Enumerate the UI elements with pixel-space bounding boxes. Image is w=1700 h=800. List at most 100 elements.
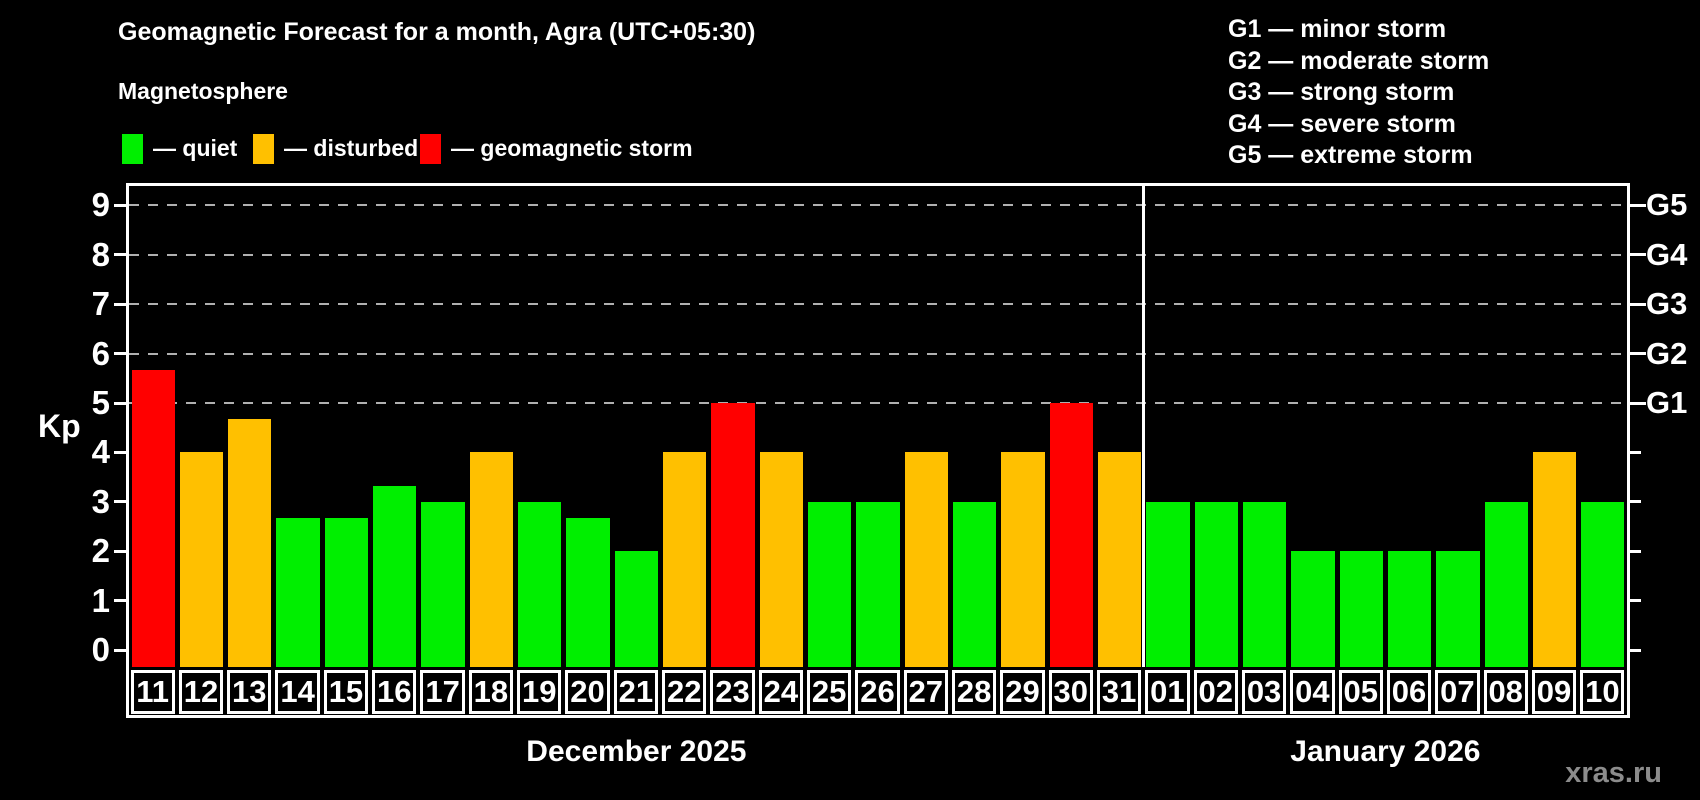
left-tick-5: [114, 401, 126, 405]
right-gtick-G2: [1630, 352, 1646, 356]
left-tick-label-0: 0: [91, 631, 110, 668]
right-gtick-G4: [1630, 253, 1646, 257]
month-separator: [1142, 185, 1146, 667]
date-cell-13: 13: [227, 670, 272, 714]
kp-bar-day-16: [373, 485, 417, 667]
date-cell-20: 20: [565, 670, 610, 714]
date-cell-23: 23: [710, 670, 755, 714]
legend-label-disturbed: — disturbed: [284, 135, 419, 161]
right-axis-label-G4: G4: [1646, 236, 1688, 272]
left-tick-label-3: 3: [91, 482, 110, 520]
left-tick-2: [114, 549, 126, 553]
right-tick-3: [1630, 500, 1641, 504]
g-legend-line-g2: G2 — moderate storm: [1228, 46, 1490, 75]
kp-bar-day-28: [952, 501, 997, 667]
date-cell-10: 10: [1580, 670, 1625, 714]
page-title: Geomagnetic Forecast for a month, Agra (…: [118, 18, 756, 46]
kp-bar-day-14: [276, 518, 320, 667]
gridline-kp8: [129, 253, 1627, 256]
kp-bar-day-23: [711, 403, 755, 667]
kp-bar-day-19: [518, 501, 562, 667]
kp-bar-day-15: [324, 518, 369, 667]
legend-item-disturbed: — disturbed: [253, 133, 418, 164]
legend-label-quiet: — quiet: [153, 135, 238, 161]
date-cell-21: 21: [613, 670, 659, 714]
kp-bar-day-12: [179, 452, 224, 667]
kp-bar-day-01: [1146, 501, 1190, 667]
left-tick-label-9: 9: [91, 186, 110, 224]
legend-label-storm: — geomagnetic storm: [451, 135, 693, 161]
left-tick-label-7: 7: [91, 285, 110, 323]
right-tick-6: [1630, 352, 1641, 356]
gridline-kp9: [129, 204, 1627, 207]
date-cell-01: 01: [1145, 670, 1190, 714]
right-gtick-G3: [1630, 302, 1646, 306]
y-axis-label-kp: Kp: [38, 407, 81, 444]
kp-bar-day-21: [614, 551, 659, 667]
right-gtick-G1: [1630, 401, 1646, 405]
left-tick-label-2: 2: [91, 532, 110, 570]
left-tick-8: [114, 253, 126, 257]
g-legend-line-g3: G3 — strong storm: [1228, 78, 1455, 106]
date-cell-27: 27: [903, 670, 948, 714]
gridline-kp6: [129, 352, 1627, 355]
kp-bar-day-31: [1097, 452, 1142, 667]
right-axis-label-G3: G3: [1646, 286, 1688, 322]
right-tick-9: [1630, 203, 1641, 207]
kp-bar-day-04: [1291, 551, 1335, 667]
left-tick-label-6: 6: [91, 334, 110, 372]
kp-bar-day-17: [421, 501, 465, 667]
right-gtick-G5: [1630, 203, 1646, 207]
kp-bar-day-24: [759, 452, 803, 667]
right-axis-label-G1: G1: [1646, 385, 1688, 420]
left-tick-label-1: 1: [91, 581, 110, 619]
right-tick-4: [1630, 450, 1641, 454]
date-cell-17: 17: [420, 670, 465, 714]
date-cell-18: 18: [468, 670, 514, 714]
subtitle-magnetosphere: Magnetosphere: [118, 78, 288, 104]
watermark-xras: xras.ru: [1565, 757, 1662, 789]
date-axis-row: 11 12 13 14 15 16 17 18 19 20 21 22 23 24 25 26 27 28 29 30…: [129, 670, 1627, 715]
kp-bar-day-05: [1339, 551, 1383, 667]
kp-bar-day-10: [1581, 501, 1625, 667]
date-cell-03: 03: [1241, 670, 1287, 714]
kp-bar-day-18: [469, 452, 514, 667]
date-cell-09: 09: [1531, 670, 1577, 714]
left-tick-9: [114, 203, 126, 207]
date-cell-28: 28: [951, 670, 997, 714]
left-tick-7: [114, 302, 126, 306]
kp-bar-day-20: [566, 518, 610, 667]
date-cell-19: 19: [517, 670, 562, 714]
date-cell-04: 04: [1290, 670, 1335, 714]
gridline-kp7: [129, 303, 1627, 306]
right-tick-2: [1630, 549, 1641, 553]
quiet-color-swatch: [122, 133, 143, 164]
date-cell-22: 22: [662, 670, 707, 714]
plot-area: [129, 185, 1627, 667]
g-legend-line-g5: G5 — extreme storm: [1228, 141, 1473, 169]
right-tick-1: [1630, 599, 1641, 603]
date-cell-31: 31: [1096, 670, 1142, 714]
kp-bar-day-30: [1049, 403, 1093, 667]
kp-bar-day-03: [1242, 501, 1287, 667]
right-tick-8: [1630, 253, 1641, 257]
left-tick-3: [114, 500, 126, 504]
month-label-december: December 2025: [526, 735, 747, 768]
date-cell-24: 24: [758, 670, 803, 714]
g-scale-legend: G1 — minor storm G2 — moderate storm G3 …: [1228, 14, 1489, 172]
date-cell-05: 05: [1338, 670, 1383, 714]
kp-bar-day-11: [131, 369, 175, 667]
date-cell-16: 16: [372, 670, 417, 714]
date-cell-07: 07: [1435, 670, 1480, 714]
date-cell-12: 12: [178, 670, 224, 714]
date-cell-11: 11: [130, 670, 175, 714]
month-label-january: January 2026: [1290, 735, 1481, 768]
legend-item-storm: — geomagnetic storm: [420, 133, 693, 164]
date-cell-08: 08: [1483, 670, 1528, 714]
storm-color-swatch: [420, 133, 441, 164]
date-cell-29: 29: [1000, 670, 1045, 714]
bottom-baseline: [126, 715, 1630, 718]
disturbed-color-swatch: [253, 133, 274, 164]
g-legend-line-g4: G4 — severe storm: [1228, 109, 1456, 138]
